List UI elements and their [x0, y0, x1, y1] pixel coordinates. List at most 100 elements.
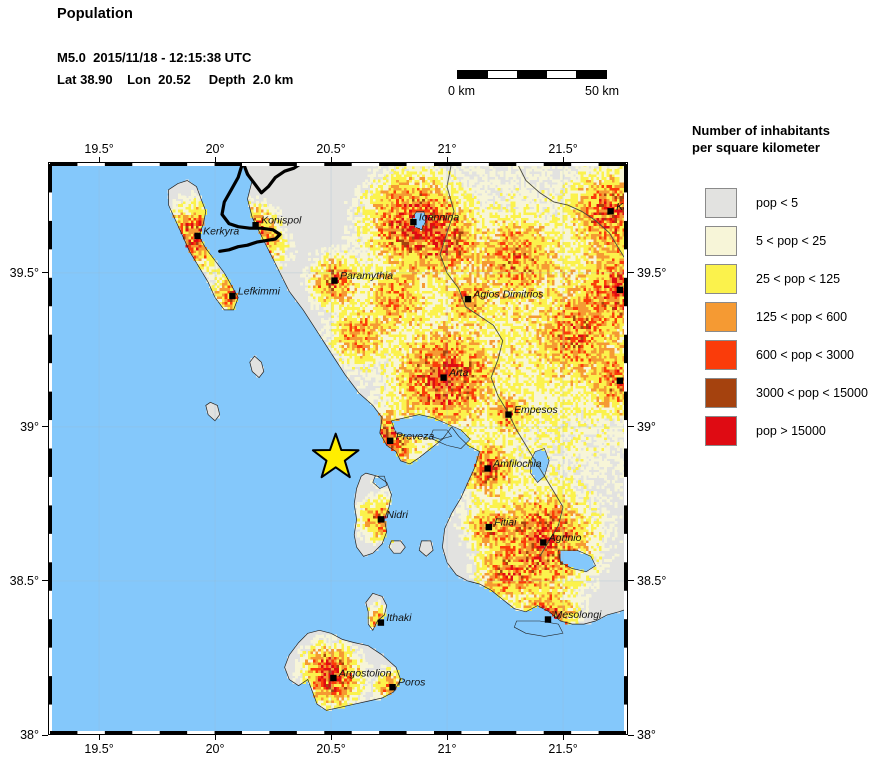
population-cell — [580, 504, 584, 508]
population-cell — [507, 550, 512, 554]
population-cell — [578, 499, 582, 503]
population-cell — [609, 585, 613, 590]
population-cell — [513, 588, 517, 592]
population-cell — [572, 493, 577, 497]
population-cell — [331, 683, 335, 687]
population-cell — [598, 577, 603, 582]
population-cell — [601, 610, 605, 614]
population-cell — [313, 680, 317, 685]
population-cell — [326, 661, 330, 666]
population-cell — [562, 539, 566, 544]
population-cell — [294, 667, 298, 671]
population-cell — [546, 491, 551, 495]
population-cell — [591, 493, 595, 497]
population-cell — [484, 534, 488, 538]
population-cell — [567, 588, 571, 592]
population-cell — [320, 694, 324, 698]
population-cell — [362, 509, 366, 514]
population-cell — [614, 580, 618, 584]
population-cell — [502, 564, 506, 568]
population-cell — [575, 499, 579, 503]
population-cell — [507, 564, 512, 568]
population-cell — [354, 642, 358, 647]
population-cell — [492, 526, 496, 530]
population-cell — [318, 634, 322, 638]
population-cell — [541, 575, 545, 579]
population-cell — [510, 518, 514, 522]
population-cell — [520, 575, 525, 579]
population-cell — [505, 507, 509, 511]
population-cell — [507, 507, 512, 511]
population-cell — [565, 534, 569, 538]
population-cell — [326, 659, 330, 663]
population-cell — [526, 469, 530, 473]
population-cell — [500, 534, 504, 538]
population-cell — [531, 547, 535, 552]
population-cell — [357, 650, 361, 655]
population-cell — [466, 520, 470, 525]
population-cell — [559, 545, 564, 549]
population-cell — [591, 512, 595, 516]
population-cell — [362, 542, 366, 546]
population-cell — [557, 564, 561, 568]
population-cell — [557, 493, 561, 497]
population-cell — [520, 577, 525, 582]
population-cell — [596, 588, 600, 592]
population-cell — [580, 499, 584, 503]
population-cell — [479, 545, 483, 549]
map-canvas[interactable]: Kerkyra Konispol Lefkimmi Paramythia Ioannin… — [48, 162, 628, 735]
population-cell — [510, 526, 514, 530]
population-cell — [479, 480, 483, 484]
population-cell — [570, 607, 574, 611]
population-cell — [346, 672, 350, 676]
population-cell — [593, 615, 597, 619]
population-cell — [583, 493, 587, 497]
population-cell — [320, 661, 324, 666]
population-cell — [520, 534, 525, 538]
population-cell — [458, 526, 462, 530]
population-cell — [575, 482, 579, 487]
population-cell — [466, 528, 470, 533]
population-cell — [544, 482, 548, 487]
population-cell — [520, 480, 525, 484]
population-cell — [565, 520, 569, 525]
population-cell — [515, 518, 519, 522]
population-cell — [362, 518, 366, 522]
population-cell — [331, 702, 335, 706]
population-cell — [492, 556, 496, 560]
population-cell — [539, 528, 543, 533]
population-cell — [393, 678, 397, 682]
population-cell — [583, 488, 587, 492]
population-cell — [578, 509, 582, 514]
population-cell — [549, 531, 553, 535]
population-cell — [497, 523, 501, 527]
population-cell — [528, 604, 532, 609]
population-cell — [507, 531, 512, 535]
population-cell — [565, 542, 569, 546]
population-cell — [385, 496, 389, 500]
population-cell — [520, 585, 525, 590]
population-cell — [593, 594, 597, 598]
population-cell — [505, 469, 509, 473]
population-cell — [507, 585, 512, 590]
population-cell — [596, 569, 600, 573]
population-cell — [362, 659, 366, 663]
population-cell — [510, 477, 514, 481]
population-cell — [479, 528, 483, 533]
population-cell — [619, 542, 623, 546]
population-cell — [570, 493, 574, 497]
population-cell — [552, 480, 556, 484]
population-cell — [341, 678, 345, 682]
map-svg[interactable]: KerkyraKonispolLefkimmiParamythiaIoannin… — [48, 162, 628, 735]
population-cell — [476, 564, 480, 568]
population-cell — [372, 686, 376, 690]
population-cell — [354, 653, 358, 657]
population-cell — [578, 461, 582, 465]
population-cell — [510, 588, 514, 592]
population-cell — [372, 499, 376, 503]
population-cell — [554, 596, 558, 600]
population-cell — [541, 493, 545, 497]
population-cell — [370, 518, 374, 522]
population-cell — [601, 485, 605, 489]
population-cell — [588, 534, 592, 538]
